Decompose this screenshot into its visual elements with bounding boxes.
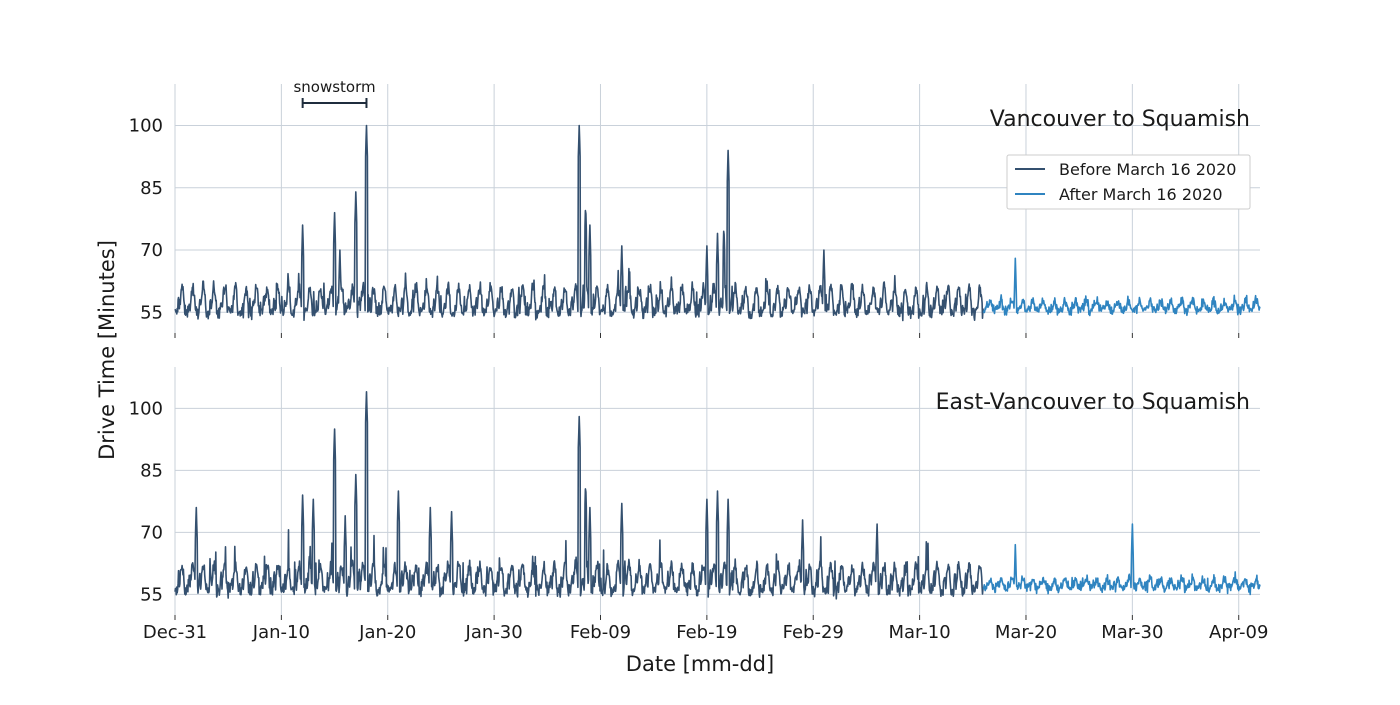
legend-label: After March 16 2020 <box>1059 185 1223 204</box>
panel-title: East-Vancouver to Squamish <box>936 390 1250 415</box>
panel-top: 55 70 85 100 Vancouver to Squamish <box>129 84 1261 338</box>
panel-title: Vancouver to Squamish <box>990 107 1250 132</box>
y-tick-label: 70 <box>140 522 163 543</box>
y-tick-label: 55 <box>140 302 163 323</box>
series-line-after <box>982 523 1261 596</box>
y-tick-label: 85 <box>140 460 163 481</box>
x-tick-label: Mar-20 <box>995 622 1057 643</box>
x-tick-label: Feb-29 <box>783 622 844 643</box>
legend-box <box>1006 154 1251 210</box>
y-tick-label: 85 <box>140 178 163 199</box>
y-axis-label: Drive Time [Minutes] <box>95 240 119 460</box>
y-tick-label: 70 <box>140 240 163 261</box>
y-tick-label: 100 <box>129 116 163 137</box>
x-tick-label: Feb-19 <box>676 622 737 643</box>
series-line-before <box>174 390 985 600</box>
y-tick-label: 100 <box>129 398 163 419</box>
panel-bottom: 55 70 85 100 Dec-31 Jan-10 Jan-20 Jan-30 Feb-09 F… <box>129 367 1268 643</box>
series-line-after <box>982 257 1261 317</box>
x-tick-label: Jan-20 <box>358 622 416 643</box>
x-tick-label: Jan-10 <box>252 622 310 643</box>
x-tick-label: Mar-10 <box>888 622 950 643</box>
legend-label: Before March 16 2020 <box>1059 160 1236 179</box>
legend: Before March 16 2020 After March 16 2020 <box>1006 154 1251 210</box>
x-tick-label: Feb-09 <box>570 622 631 643</box>
x-tick-label: Apr-09 <box>1209 622 1268 643</box>
annotation-label: snowstorm <box>293 78 375 96</box>
x-tick-label: Dec-31 <box>143 622 207 643</box>
y-tick-label: 55 <box>140 584 163 605</box>
x-tick-label: Mar-30 <box>1101 622 1163 643</box>
x-tick-label: Jan-30 <box>465 622 523 643</box>
x-axis-label: Date [mm-dd] <box>626 652 774 676</box>
series-line-before <box>174 124 985 322</box>
snowstorm-annotation: snowstorm <box>293 78 376 108</box>
